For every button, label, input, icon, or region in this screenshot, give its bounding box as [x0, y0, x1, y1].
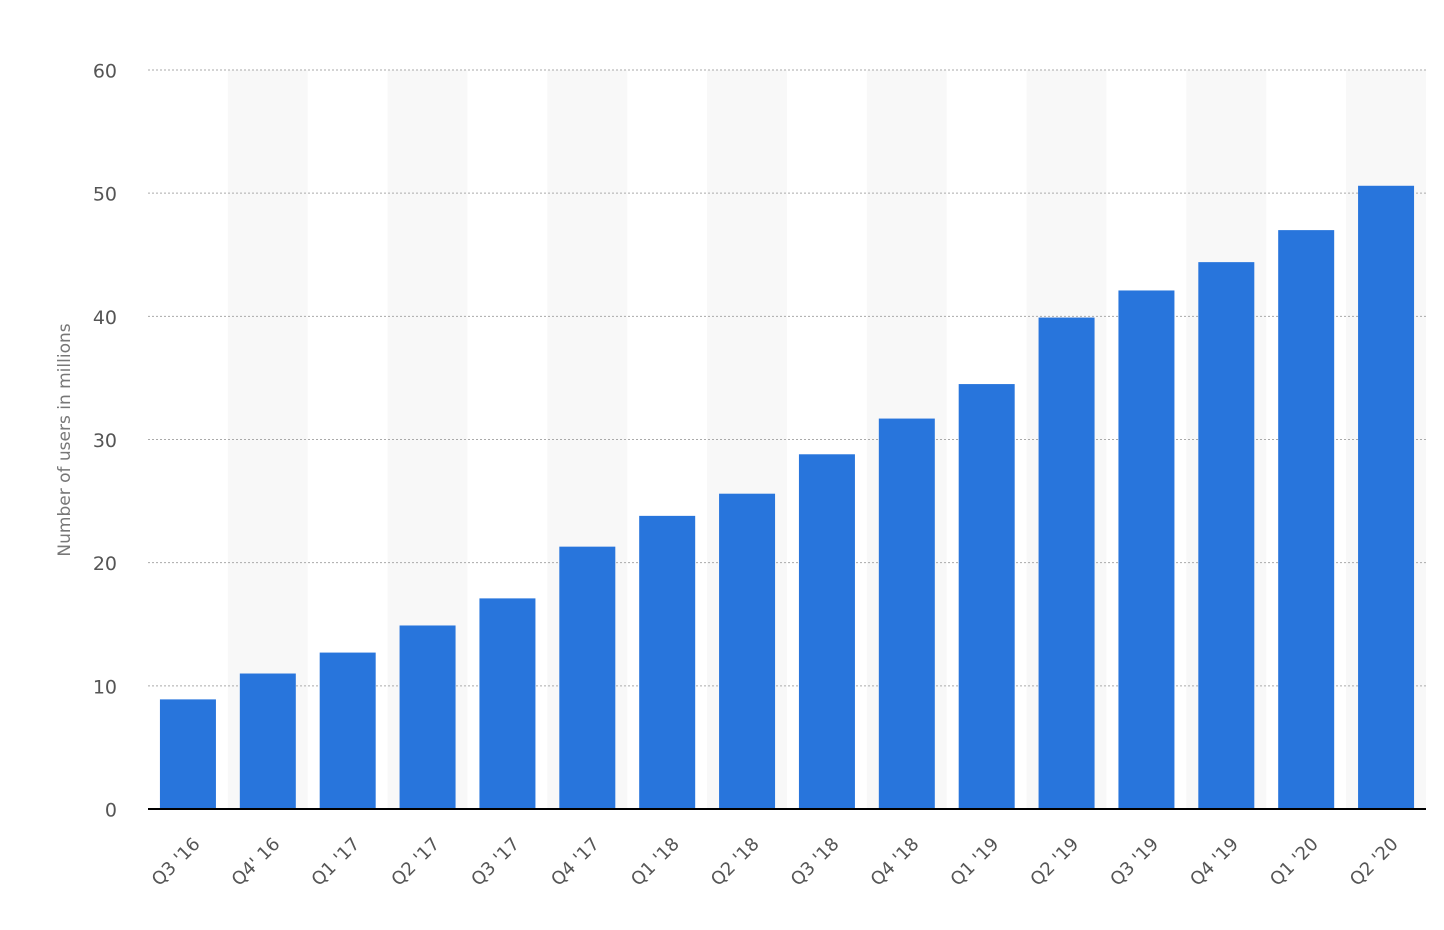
y-tick-label: 60	[93, 61, 117, 83]
x-tick-label: Q2 '20	[1346, 834, 1403, 891]
bar	[958, 384, 1015, 809]
x-tick-label: Q2 '18	[707, 834, 764, 891]
x-tick-label: Q3 '17	[467, 834, 524, 891]
x-tick-label: Q3 '18	[787, 834, 844, 891]
bar	[878, 418, 935, 809]
bar	[559, 546, 616, 809]
x-tick-label: Q2 '19	[1026, 834, 1083, 891]
y-tick-label: 0	[105, 800, 117, 822]
x-tick-label: Q2 '17	[387, 834, 444, 891]
x-tick-label: Q1 '18	[627, 834, 684, 891]
bar	[1038, 317, 1095, 809]
x-tick-label: Q4 '18	[867, 834, 924, 891]
x-tick-label: Q1 '20	[1266, 834, 1323, 891]
y-tick-label: 30	[93, 430, 117, 452]
y-tick-label: 50	[93, 184, 117, 206]
x-tick-label: Q3 '16	[148, 834, 205, 891]
bar	[399, 625, 456, 809]
bar	[1358, 185, 1415, 809]
bar	[639, 515, 696, 809]
y-tick-label: 20	[93, 553, 117, 575]
bar	[719, 493, 776, 809]
bar	[479, 598, 536, 809]
y-axis-label: Number of users in millions	[55, 323, 75, 556]
x-tick-label: Q4' 16	[228, 834, 285, 891]
x-tick-label: Q4 '17	[547, 834, 604, 891]
bar	[798, 454, 855, 809]
bar	[1118, 290, 1175, 809]
bar	[1198, 262, 1255, 809]
y-tick-label: 10	[93, 676, 117, 698]
bar	[159, 699, 216, 809]
x-tick-label: Q4 '19	[1186, 834, 1243, 891]
x-tick-label: Q1 '17	[308, 834, 365, 891]
bar	[239, 673, 296, 809]
x-tick-label: Q1 '19	[947, 834, 1004, 891]
x-tick-label: Q3 '19	[1106, 834, 1163, 891]
bar	[319, 652, 376, 809]
y-tick-label: 40	[93, 307, 117, 329]
bar	[1278, 230, 1335, 809]
